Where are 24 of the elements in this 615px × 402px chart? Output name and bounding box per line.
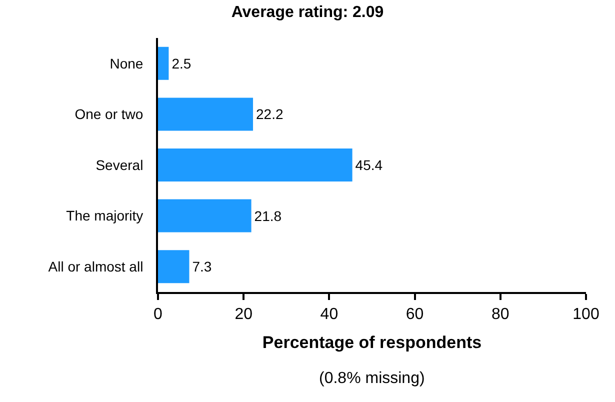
bar xyxy=(158,148,352,182)
y-tick-label: None xyxy=(110,55,144,72)
data-label: 2.5 xyxy=(172,55,192,72)
y-tick-label: One or two xyxy=(74,106,144,122)
data-label: 7.3 xyxy=(192,258,212,275)
x-tick-label: 60 xyxy=(406,306,424,324)
x-tick-label: 80 xyxy=(492,306,510,324)
bar xyxy=(158,199,252,232)
y-tick-label: All or almost all xyxy=(48,258,144,274)
x-tick-label: 100 xyxy=(572,306,600,324)
data-label: 45.4 xyxy=(355,157,383,173)
data-label: 21.8 xyxy=(254,208,282,224)
x-axis-title: Percentage of respondents xyxy=(262,333,482,352)
bar xyxy=(158,250,190,284)
bar xyxy=(158,98,254,131)
bar xyxy=(158,46,169,80)
x-tick-label: 40 xyxy=(320,306,338,324)
y-tick-label: Several xyxy=(96,156,144,173)
x-tick-label: 20 xyxy=(234,306,253,324)
y-tick-label: The majority xyxy=(66,208,144,224)
text: (0.8% missing) xyxy=(319,370,425,387)
chart-title: Average rating: 2.09 xyxy=(231,4,384,22)
x-tick-label: 0 xyxy=(154,306,163,324)
data-label: 22.2 xyxy=(256,106,284,122)
